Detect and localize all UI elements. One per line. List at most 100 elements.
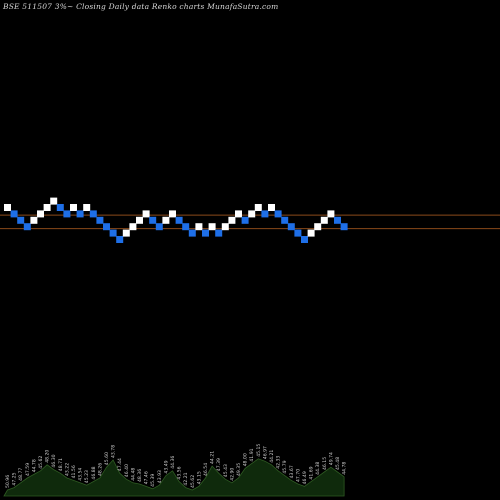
price-label: 49.35 — [236, 463, 242, 476]
renko-brick-down — [175, 216, 183, 224]
renko-brick-up — [162, 216, 170, 224]
renko-brick-down — [261, 210, 269, 218]
renko-brick-up — [43, 204, 51, 211]
renko-brick-up — [208, 223, 216, 231]
renko-brick-down — [334, 216, 341, 224]
price-label: 45.62 — [190, 475, 196, 488]
renko-brick-down — [56, 204, 64, 211]
renko-brick-down — [215, 229, 223, 237]
renko-brick-up — [248, 210, 256, 218]
renko-brick-down — [96, 216, 104, 224]
renko-brick-down — [149, 216, 157, 224]
price-labels: 50.96 47.25 48.77 47.59 44.78 45.62 48.20 46.30… — [5, 444, 348, 488]
renko-brick-up — [268, 204, 275, 211]
price-label: 45.60 — [104, 452, 110, 465]
price-label: 43.93 — [157, 470, 163, 483]
price-label: 41.56 — [71, 465, 77, 478]
price-label: 44.48 — [130, 468, 136, 481]
renko-brick-up — [30, 216, 38, 224]
renko-brick-down — [155, 223, 163, 231]
renko-brick-down — [17, 216, 25, 224]
price-label: 43.22 — [64, 463, 70, 476]
renko-brick-down — [188, 229, 196, 237]
price-label: 49.74 — [328, 452, 334, 465]
price-label: 43.49 — [163, 460, 169, 473]
renko-brick-up — [228, 216, 236, 224]
chart-title: BSE 511507 3%~ Closing Daily data Renko … — [3, 2, 279, 11]
renko-brick-down — [340, 223, 348, 231]
price-label: 46.49 — [302, 471, 308, 484]
renko-brick-up — [50, 197, 58, 205]
price-label: 44.78 — [342, 462, 348, 475]
price-label: 41.69 — [309, 466, 315, 479]
renko-brick-up — [314, 223, 322, 231]
price-label: 41.91 — [249, 448, 255, 461]
renko-brick-up — [129, 223, 137, 231]
price-label: 47.46 — [144, 471, 150, 484]
price-label: 47.39 — [216, 458, 222, 471]
renko-brick-up — [327, 210, 335, 218]
price-label: 45.15 — [256, 444, 262, 457]
renko-brick-up — [142, 210, 150, 218]
price-label: 44.21 — [210, 451, 216, 464]
price-label: 44.38 — [315, 462, 321, 475]
price-label: 48.20 — [45, 450, 51, 463]
price-label: 42.33 — [276, 456, 282, 469]
renko-brick-up — [235, 210, 242, 218]
price-label: 44.21 — [269, 450, 275, 463]
renko-brick-down — [281, 216, 289, 224]
renko-brick-up — [37, 210, 44, 218]
price-label: 48.00 — [243, 453, 249, 466]
price-label: 47.59 — [25, 463, 31, 476]
renko-brick-down — [63, 210, 71, 218]
renko-brick-up — [169, 210, 176, 218]
renko-brick-down — [116, 236, 124, 243]
price-label: 44.36 — [170, 456, 176, 469]
price-label: 47.44 — [117, 458, 123, 471]
renko-brick-down — [287, 223, 295, 231]
renko-brick-down — [76, 210, 84, 218]
price-label: 46.97 — [262, 446, 268, 459]
renko-bricks — [4, 197, 348, 243]
renko-brick-down — [109, 229, 117, 237]
price-label: 45.39 — [150, 474, 156, 487]
renko-brick-up — [195, 223, 203, 231]
price-label: 47.70 — [295, 469, 301, 482]
renko-brick-up — [70, 204, 77, 211]
price-label: 43.78 — [111, 445, 117, 458]
price-label: 46.15 — [322, 457, 328, 470]
price-label: 45.62 — [38, 456, 44, 469]
price-label: 43.67 — [289, 465, 295, 478]
renko-brick-down — [241, 216, 249, 224]
price-label: 50.96 — [5, 475, 11, 488]
renko-brick-down — [202, 229, 209, 237]
renko-brick-up — [4, 204, 11, 211]
renko-brick-down — [10, 210, 18, 218]
renko-brick-down — [89, 210, 97, 218]
price-label: 45.48 — [335, 457, 341, 470]
renko-brick-up — [307, 229, 315, 237]
renko-brick-down — [103, 223, 110, 231]
price-label: 48.26 — [97, 463, 103, 476]
renko-brick-up — [136, 216, 143, 224]
renko-brick-up — [83, 204, 91, 211]
price-label: 42.21 — [183, 472, 189, 485]
price-label: 48.77 — [18, 468, 24, 481]
price-label: 45.23 — [84, 470, 90, 483]
renko-brick-down — [182, 223, 190, 231]
price-label: 48.71 — [58, 458, 64, 471]
price-label: 46.40 — [124, 464, 130, 477]
price-label: 46.88 — [91, 466, 97, 479]
price-label: 45.43 — [223, 464, 229, 477]
volume-area-path — [3, 458, 345, 497]
price-label: 46.54 — [203, 463, 209, 476]
renko-brick-down — [294, 229, 302, 237]
price-label: 43.15 — [196, 471, 202, 484]
price-label: 45.79 — [282, 460, 288, 473]
price-label: 42.90 — [229, 468, 235, 481]
renko-brick-up — [122, 229, 130, 237]
renko-brick-down — [23, 223, 31, 231]
price-label: 43.54 — [78, 468, 84, 481]
